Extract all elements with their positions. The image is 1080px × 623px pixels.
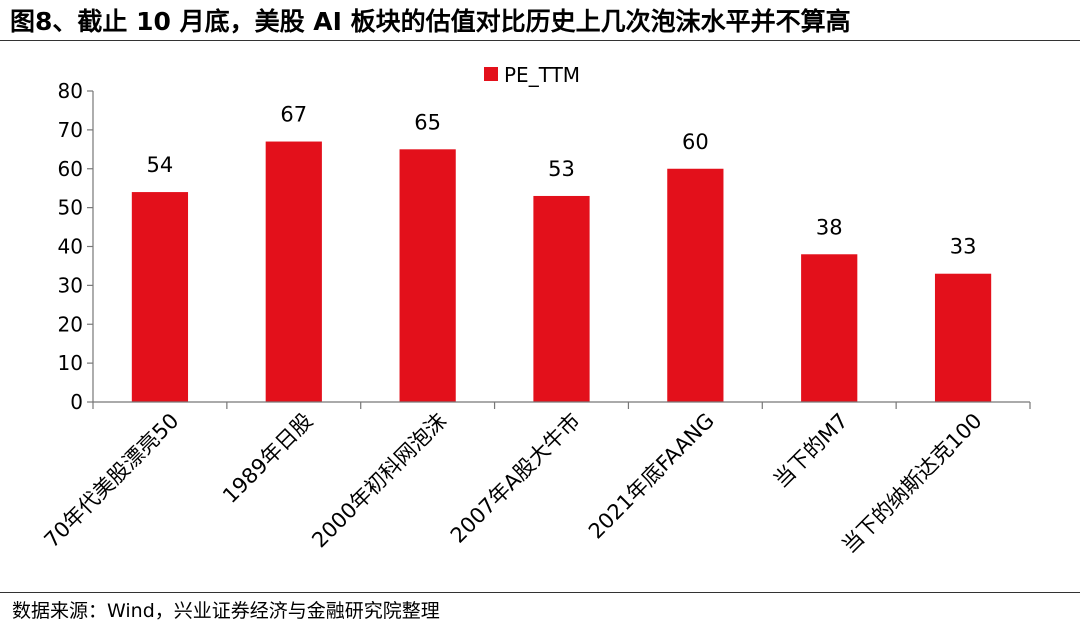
bar [667,168,724,402]
legend-label: PE_TTM [504,63,580,87]
chart-title: 图8、截止 10 月底，美股 AI 板块的估值对比历史上几次泡沫水平并不算高 [10,7,851,36]
y-tick-label: 80 [58,79,83,103]
data-label: 65 [414,110,441,134]
source-note: 数据来源：Wind，兴业证券经济与金融研究院整理 [12,600,440,622]
bar [131,192,189,402]
y-tick-label: 0 [70,390,83,414]
legend: PE_TTM [484,63,580,87]
category-label: 2000年初科网泡沫 [307,409,451,553]
category-label: 70年代美股漂亮50 [40,409,184,553]
category-labels: 70年代美股漂亮50 1989年日股2000年初科网泡沫2007年A股大牛市202… [40,409,987,558]
data-labels: 54 67 65 53 60 38 33 [147,103,977,259]
bar [399,149,456,402]
category-label: 1989年日股 [218,409,317,508]
category-label: 当下的M7 [769,409,853,493]
y-axis: 0 10 20 30 40 50 60 70 80 [58,79,94,414]
y-tick-label: 20 [58,312,83,336]
category-label: 2021年底FAANG [584,409,719,544]
bars [131,141,992,402]
y-tick-label: 50 [58,196,83,220]
y-tick-label: 70 [58,118,83,142]
data-label: 54 [147,153,174,177]
bar [801,254,858,402]
y-tick-label: 30 [58,273,83,297]
y-tick-label: 60 [58,157,83,181]
bar [934,273,992,402]
category-label: 2007年A股大牛市 [446,409,585,548]
bar [265,141,322,402]
data-label: 53 [548,157,575,181]
data-label: 38 [816,215,843,239]
legend-swatch [484,67,498,81]
bar [533,195,590,402]
y-tick-label: 10 [58,351,83,375]
y-tick-label: 40 [58,235,83,259]
title-rule [0,40,1080,41]
source-rule [0,592,1080,593]
data-label: 60 [682,130,709,154]
category-label: 当下的纳斯达克100 [837,409,986,558]
data-label: 33 [950,235,977,259]
x-axis [92,401,1031,409]
data-label: 67 [280,103,307,127]
